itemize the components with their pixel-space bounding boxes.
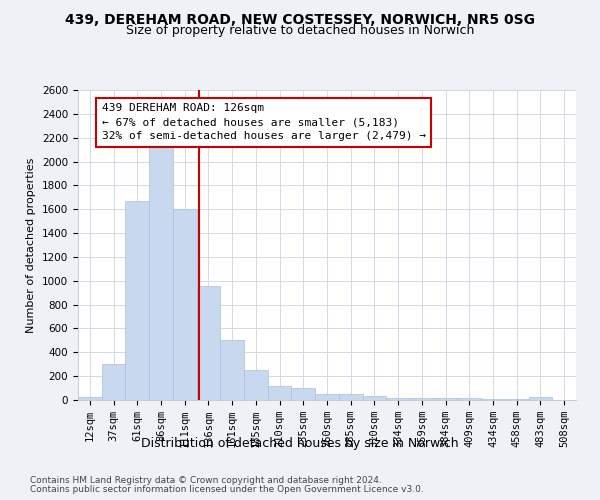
Bar [315, 394, 339, 400]
Bar [362, 396, 386, 400]
Bar [149, 145, 173, 400]
Bar [197, 286, 220, 400]
Bar [268, 386, 292, 400]
Text: 439 DEREHAM ROAD: 126sqm
← 67% of detached houses are smaller (5,183)
32% of sem: 439 DEREHAM ROAD: 126sqm ← 67% of detach… [102, 103, 426, 141]
Bar [244, 370, 268, 400]
Bar [481, 399, 505, 400]
Text: Distribution of detached houses by size in Norwich: Distribution of detached houses by size … [141, 438, 459, 450]
Y-axis label: Number of detached properties: Number of detached properties [26, 158, 37, 332]
Bar [292, 388, 315, 400]
Bar [339, 394, 362, 400]
Bar [220, 340, 244, 400]
Text: Contains HM Land Registry data © Crown copyright and database right 2024.: Contains HM Land Registry data © Crown c… [30, 476, 382, 485]
Bar [173, 209, 197, 400]
Text: Contains public sector information licensed under the Open Government Licence v3: Contains public sector information licen… [30, 485, 424, 494]
Bar [529, 397, 552, 400]
Text: 439, DEREHAM ROAD, NEW COSTESSEY, NORWICH, NR5 0SG: 439, DEREHAM ROAD, NEW COSTESSEY, NORWIC… [65, 12, 535, 26]
Bar [78, 397, 102, 400]
Text: Size of property relative to detached houses in Norwich: Size of property relative to detached ho… [126, 24, 474, 37]
Bar [410, 398, 434, 400]
Bar [457, 398, 481, 400]
Bar [102, 364, 125, 400]
Bar [125, 201, 149, 400]
Bar [386, 398, 410, 400]
Bar [434, 398, 457, 400]
